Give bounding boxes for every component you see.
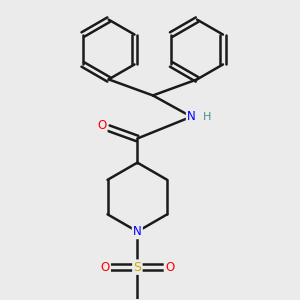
Text: H: H (203, 112, 212, 122)
Text: N: N (133, 225, 142, 238)
Text: O: O (165, 261, 174, 274)
Text: S: S (134, 261, 141, 274)
Text: N: N (187, 110, 196, 123)
Text: O: O (100, 261, 110, 274)
Text: O: O (97, 119, 106, 132)
